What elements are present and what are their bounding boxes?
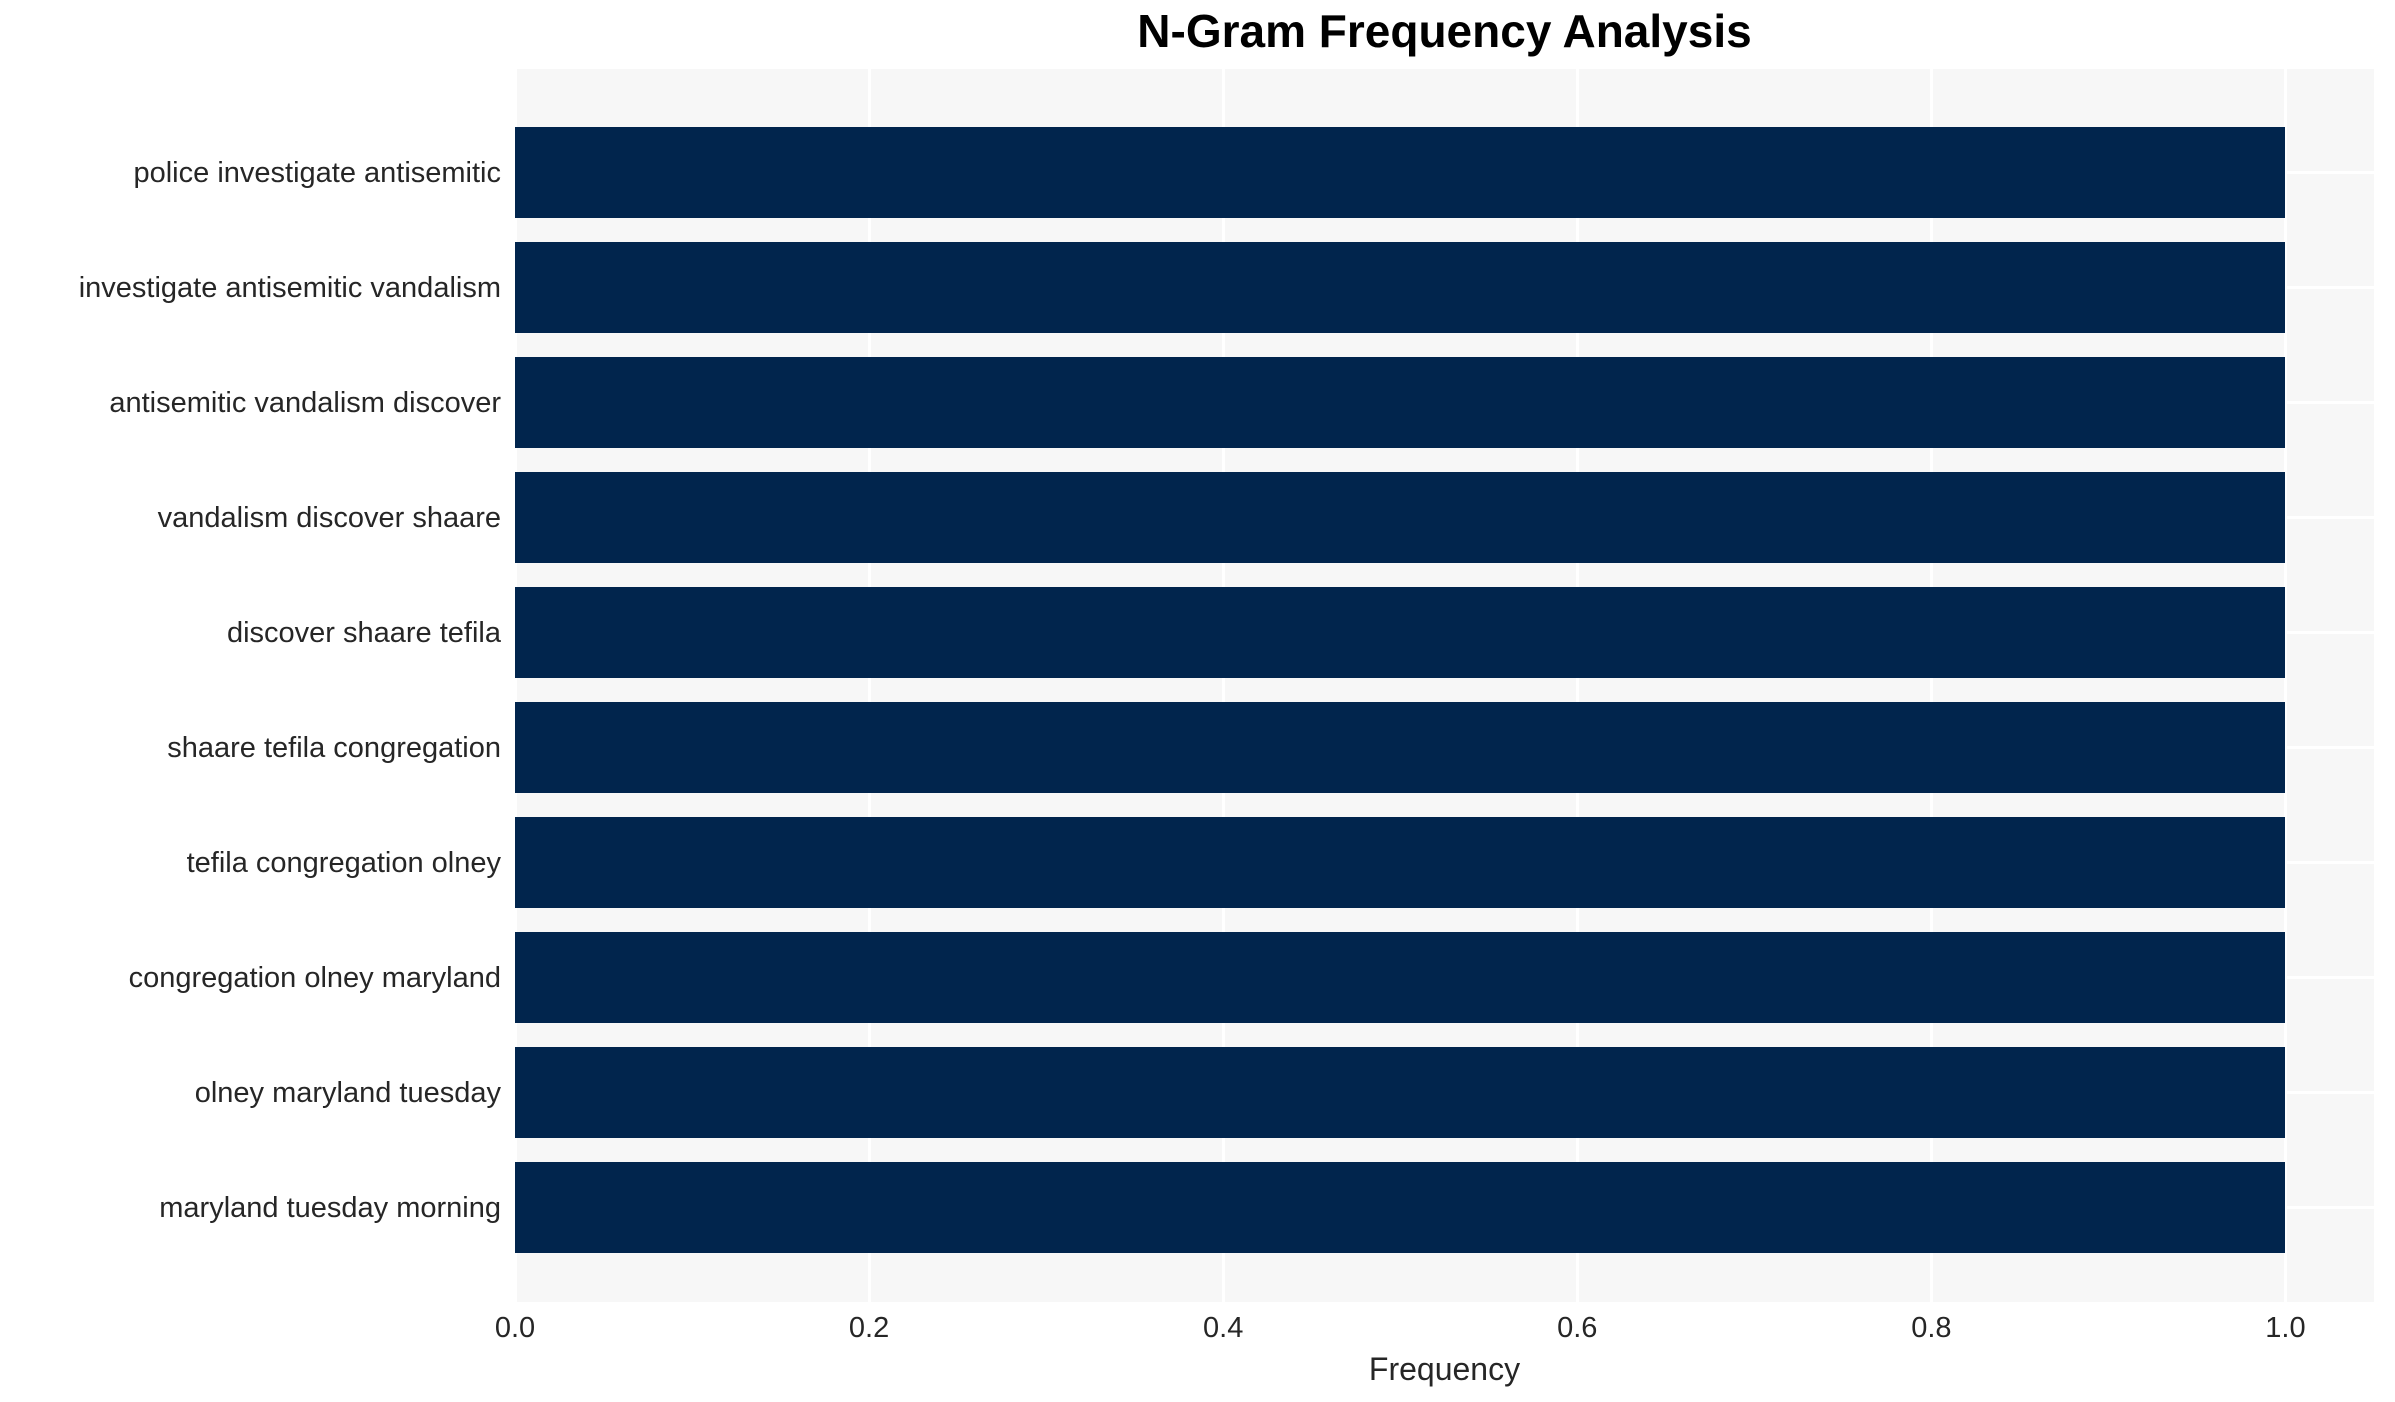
- bar: [515, 1047, 2286, 1138]
- x-tick-label: 0.0: [494, 1312, 536, 1344]
- bar: [515, 242, 2286, 333]
- y-tick-label: vandalism discover shaare: [157, 501, 501, 534]
- y-tick-label: maryland tuesday morning: [159, 1191, 501, 1224]
- y-tick-label: tefila congregation olney: [186, 846, 501, 879]
- x-tick-label: 0.4: [1203, 1312, 1244, 1344]
- y-tick-label: investigate antisemitic vandalism: [78, 271, 501, 304]
- x-tick-label: 0.8: [1911, 1312, 1952, 1344]
- bar: [515, 587, 2286, 678]
- y-tick-label: police investigate antisemitic: [133, 156, 501, 189]
- x-gridline: [867, 69, 871, 1302]
- x-gridline: [2283, 69, 2287, 1302]
- bar: [515, 1162, 2286, 1253]
- bar: [515, 817, 2286, 908]
- bar: [515, 127, 2286, 218]
- x-gridline: [1221, 69, 1225, 1302]
- x-gridline: [1575, 69, 1579, 1302]
- x-tick-label: 1.0: [2265, 1312, 2306, 1344]
- x-tick-label: 0.6: [1557, 1312, 1598, 1344]
- x-axis-title: Frequency: [1368, 1351, 1521, 1387]
- x-gridline: [513, 69, 517, 1302]
- x-gridline: [1929, 69, 1933, 1302]
- chart-title: N-Gram Frequency Analysis: [1137, 5, 1752, 57]
- bar: [515, 472, 2286, 563]
- y-tick-label: shaare tefila congregation: [167, 731, 501, 764]
- y-tick-label: discover shaare tefila: [226, 616, 501, 649]
- y-tick-label: olney maryland tuesday: [194, 1076, 501, 1109]
- y-tick-label: antisemitic vandalism discover: [109, 386, 501, 419]
- bar: [515, 702, 2286, 793]
- y-tick-label: congregation olney maryland: [128, 961, 501, 994]
- bar: [515, 357, 2286, 448]
- x-tick-label: 0.2: [848, 1312, 890, 1344]
- bar: [515, 932, 2286, 1023]
- plot-area: [513, 69, 2374, 1302]
